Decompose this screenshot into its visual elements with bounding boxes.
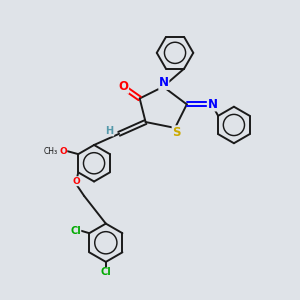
Text: S: S: [172, 126, 181, 139]
Text: O: O: [59, 147, 67, 156]
Text: O: O: [73, 177, 81, 186]
Text: CH₃: CH₃: [44, 147, 58, 156]
Text: Cl: Cl: [70, 226, 81, 236]
Text: H: H: [106, 126, 114, 136]
Text: Cl: Cl: [100, 268, 111, 278]
Text: N: N: [159, 76, 169, 89]
Text: O: O: [118, 80, 128, 93]
Text: N: N: [207, 98, 218, 111]
